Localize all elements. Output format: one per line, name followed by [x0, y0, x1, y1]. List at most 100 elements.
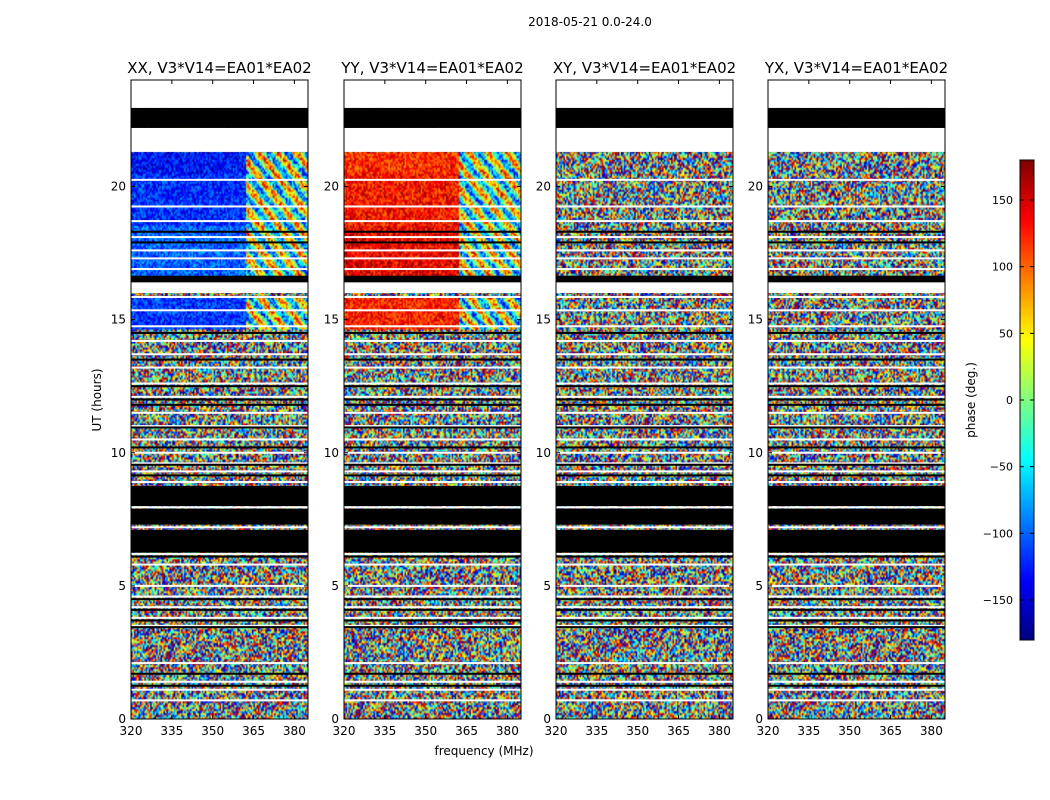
flagged-gap — [768, 616, 945, 619]
missing-data-line — [131, 474, 308, 477]
flagged-gap — [768, 425, 945, 428]
missing-data-line — [344, 230, 521, 233]
flagged-gap — [556, 606, 733, 609]
flagged-gap — [344, 425, 521, 428]
flagged-gap — [344, 178, 521, 181]
panel-title: XY, V3*V14=EA01*EA02 — [553, 59, 736, 77]
flagged-gap — [131, 616, 308, 619]
flagged-gap — [131, 309, 308, 312]
x-tick-label: 350 — [626, 724, 649, 738]
no-data-band — [131, 275, 308, 283]
y-tick-label: 5 — [755, 579, 763, 593]
flagged-gap — [768, 624, 945, 627]
flagged-gap — [344, 563, 521, 566]
x-tick-label: 350 — [838, 724, 861, 738]
flagged-gap — [344, 309, 521, 312]
flagged-gap — [556, 325, 733, 328]
y-tick-label: 10 — [324, 446, 339, 460]
flagged-gap — [768, 595, 945, 598]
missing-data-line — [556, 331, 733, 334]
missing-data-line — [131, 446, 308, 449]
flagged-gap — [131, 366, 308, 369]
flagged-gap — [344, 552, 521, 555]
flagged-gap — [556, 268, 733, 271]
missing-data-line — [131, 385, 308, 388]
no-data-band — [768, 107, 945, 128]
no-data-band — [131, 486, 308, 506]
empty-interval — [131, 127, 308, 152]
flagged-gap — [344, 584, 521, 587]
flagged-gap — [131, 257, 308, 260]
flagged-gap — [556, 595, 733, 598]
missing-data-line — [131, 426, 308, 429]
y-tick-label: 0 — [331, 712, 339, 726]
missing-data-line — [556, 474, 733, 477]
missing-data-line — [131, 398, 308, 401]
panel: XX, V3*V14=EA01*EA02 320 335 350 365 380 0 5 10 1… — [111, 59, 312, 738]
flagged-gap — [131, 178, 308, 181]
flagged-gap — [556, 481, 733, 484]
flagged-gap — [131, 688, 308, 691]
missing-data-line — [131, 358, 308, 361]
flagged-gap — [556, 178, 733, 181]
panel-frame — [767, 79, 946, 720]
flagged-gap — [344, 382, 521, 385]
flagged-gap — [556, 624, 733, 627]
flagged-gap — [556, 295, 733, 298]
flagged-gap — [556, 462, 733, 465]
flagged-gap — [768, 268, 945, 271]
missing-data-line — [131, 608, 308, 611]
flagged-gap — [768, 699, 945, 702]
flagged-gap — [768, 563, 945, 566]
missing-data-line — [768, 358, 945, 361]
flagged-gap — [556, 353, 733, 356]
no-data-band — [131, 107, 308, 128]
y-tick-label: 20 — [748, 180, 763, 194]
missing-data-line — [768, 463, 945, 466]
flagged-gap — [556, 249, 733, 252]
no-data-band — [556, 107, 733, 128]
flagged-gap — [131, 680, 308, 683]
x-tick-label: 320 — [545, 724, 568, 738]
missing-data-line — [344, 626, 521, 629]
flagged-gap — [768, 688, 945, 691]
band-separator — [556, 506, 733, 509]
missing-data-line — [131, 555, 308, 558]
flagged-gap — [344, 481, 521, 484]
flagged-gap — [768, 411, 945, 414]
missing-data-line — [556, 626, 733, 629]
y-tick-label: 0 — [543, 712, 551, 726]
x-tick-label: 380 — [708, 724, 731, 738]
missing-data-line — [131, 331, 308, 334]
no-data-band — [344, 529, 521, 553]
missing-data-line — [131, 598, 308, 601]
flagged-gap — [131, 563, 308, 566]
empty-interval — [556, 127, 733, 152]
flagged-gap — [131, 295, 308, 298]
panel-title: YY, V3*V14=EA01*EA02 — [340, 59, 523, 77]
empty-interval — [344, 80, 521, 108]
flagged-gap — [344, 662, 521, 665]
colorbar-tick-label: 100 — [992, 261, 1013, 274]
panel-frame — [343, 79, 522, 720]
y-tick-label: 15 — [748, 313, 763, 327]
colorbar-label: phase (deg.) — [964, 362, 978, 438]
flagged-gap — [344, 595, 521, 598]
missing-data-line — [556, 230, 733, 233]
flagged-gap — [556, 220, 733, 223]
flagged-gap — [768, 295, 945, 298]
flagged-gap — [344, 462, 521, 465]
missing-data-line — [556, 403, 733, 406]
colorbar-tick-label: −50 — [990, 461, 1013, 474]
flagged-gap — [556, 680, 733, 683]
flagged-gap — [131, 411, 308, 414]
missing-data-line — [556, 672, 733, 675]
no-data-band — [768, 508, 945, 525]
flagged-gap — [768, 325, 945, 328]
missing-data-line — [344, 672, 521, 675]
missing-data-line — [768, 241, 945, 244]
flagged-gap — [344, 411, 521, 414]
flagged-gap — [344, 295, 521, 298]
x-tick-label: 320 — [333, 724, 356, 738]
